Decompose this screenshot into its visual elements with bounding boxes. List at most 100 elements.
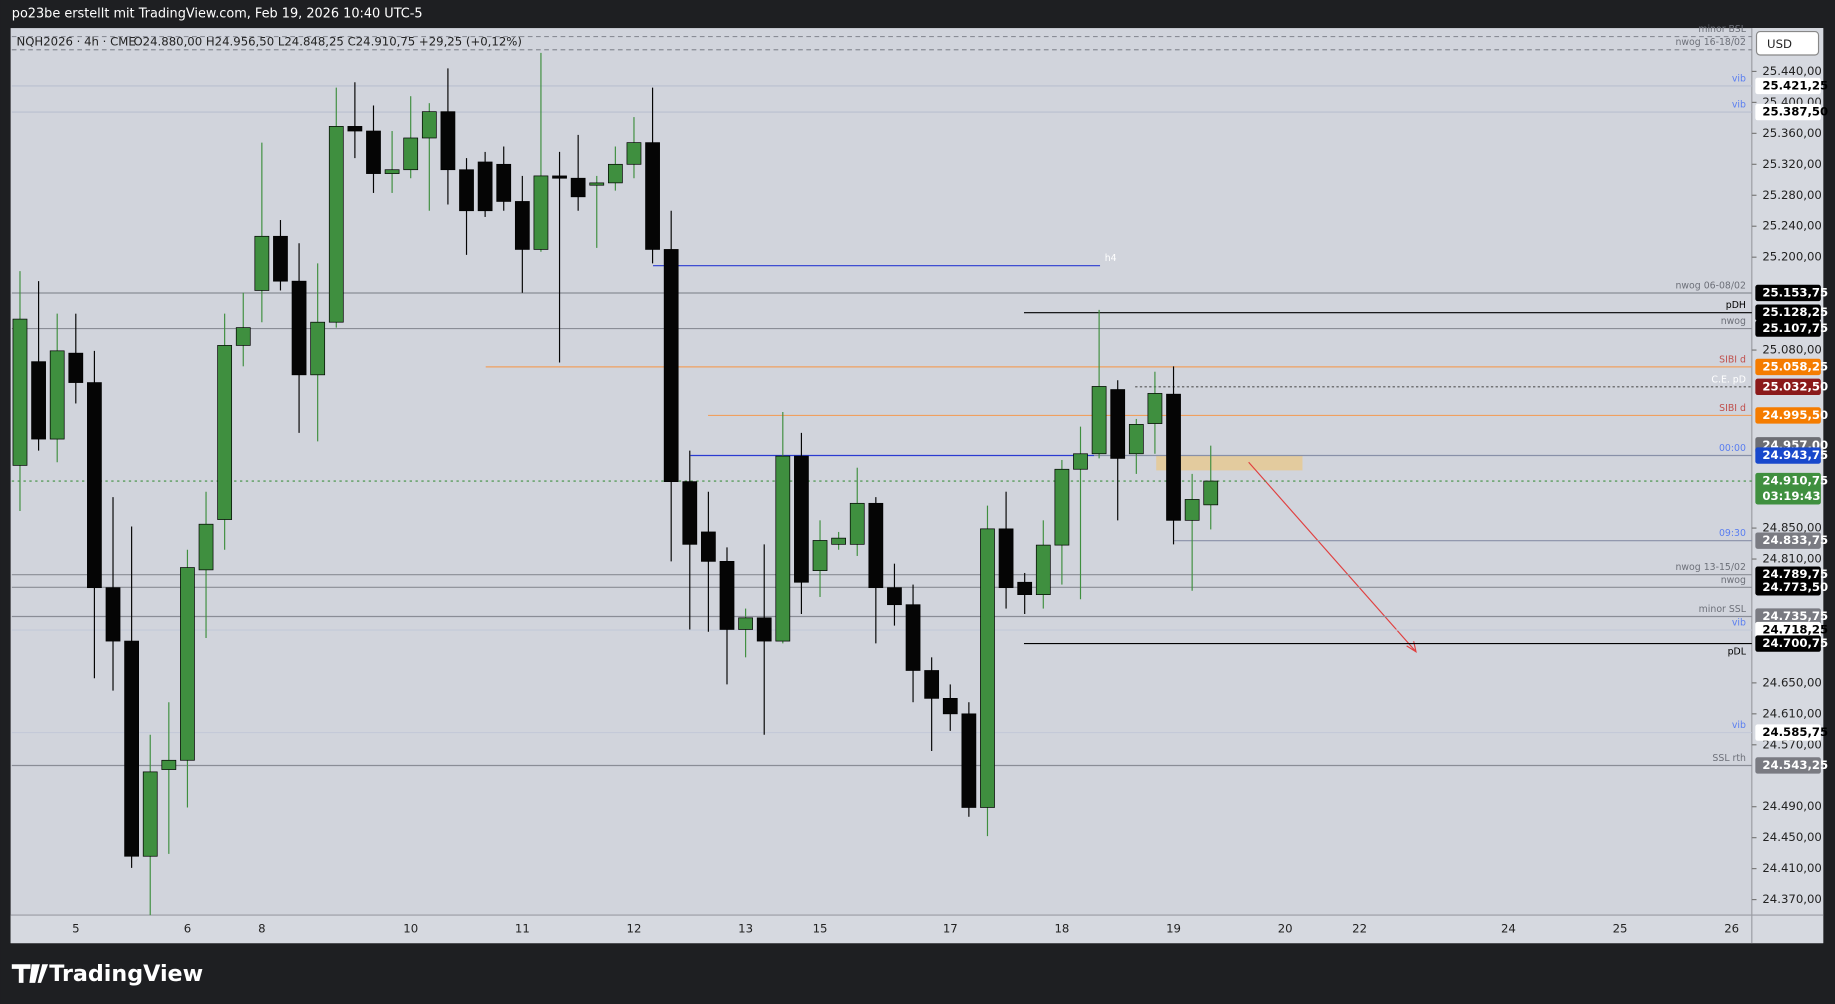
y-tick-label: 25.280,00 xyxy=(1762,188,1821,202)
candle-body xyxy=(421,111,437,139)
candle-body xyxy=(440,111,456,171)
countdown: 03:19:43 xyxy=(1762,489,1820,503)
candle-body xyxy=(682,481,698,545)
candle-body xyxy=(496,163,512,202)
candle-body xyxy=(49,350,65,440)
level-label: SSL rth xyxy=(1712,753,1746,764)
x-tick-label: 8 xyxy=(258,922,265,936)
candle-body xyxy=(645,142,660,250)
level-label: nwog xyxy=(1721,575,1746,586)
y-tick-label: 24.610,00 xyxy=(1762,706,1821,720)
x-tick-label: 6 xyxy=(184,922,191,936)
candle-body xyxy=(1073,453,1088,470)
price-box xyxy=(1755,320,1821,337)
price-box xyxy=(1755,103,1821,121)
currency-button[interactable] xyxy=(1755,31,1820,56)
price-box xyxy=(1755,608,1821,625)
y-tick-label: 25.440,00 xyxy=(1762,64,1821,78)
candle-body xyxy=(514,201,530,250)
y-tick-label: 24.810,00 xyxy=(1762,552,1821,566)
candle-body xyxy=(1147,393,1163,424)
price-box xyxy=(1755,566,1821,583)
candle-body xyxy=(794,455,809,583)
candle-body xyxy=(217,345,233,520)
candle-body xyxy=(1017,581,1033,595)
projection-arrow xyxy=(1248,461,1417,653)
candle-body xyxy=(142,771,158,857)
candle-body xyxy=(1035,544,1051,595)
candle-body xyxy=(607,163,623,184)
price-box-label: 24.943,75 xyxy=(1762,448,1828,462)
price-box-label: 24.789,75 xyxy=(1762,567,1828,581)
x-tick-label: 18 xyxy=(1054,922,1069,936)
candle-body xyxy=(589,182,605,186)
price-box-label: 25.128,25 xyxy=(1762,305,1828,319)
y-tick-label: 24.850,00 xyxy=(1762,521,1821,535)
candle-body xyxy=(347,126,363,132)
candle-body xyxy=(1054,468,1070,546)
price-box-label: 25.107,75 xyxy=(1762,321,1828,335)
level-label: C.E. pD xyxy=(1711,374,1746,385)
level-label: 00:00 xyxy=(1719,443,1746,454)
candle-body xyxy=(310,321,326,376)
price-box xyxy=(1755,532,1821,549)
y-tick-label: 24.490,00 xyxy=(1762,799,1821,813)
y-tick-label: 25.080,00 xyxy=(1762,343,1821,357)
x-tick-label: 26 xyxy=(1724,922,1739,936)
x-tick-label: 25 xyxy=(1613,922,1628,936)
y-tick-label: 24.450,00 xyxy=(1762,830,1821,844)
candle-body xyxy=(105,587,121,642)
x-tick-label: 20 xyxy=(1278,922,1293,936)
candle-body xyxy=(1184,499,1200,521)
level-label: minor SSL xyxy=(1699,604,1747,615)
candle-body xyxy=(812,540,828,571)
candle-body xyxy=(775,455,791,642)
price-box-label: 24.585,75 xyxy=(1762,725,1828,739)
candle-body xyxy=(961,713,977,808)
candle-body xyxy=(1110,389,1126,459)
x-tick-label: 12 xyxy=(627,922,642,936)
candle-body xyxy=(180,567,195,761)
price-box-label: 24.735,75 xyxy=(1762,609,1828,623)
x-tick-label: 22 xyxy=(1352,922,1367,936)
level-label: vib xyxy=(1732,720,1746,731)
last-price-label: 24.910,75 xyxy=(1762,474,1828,488)
price-box xyxy=(1755,304,1821,321)
logo-mark xyxy=(11,964,49,983)
candle-body xyxy=(254,235,270,291)
symbol: NQH2026 · 4h · CME xyxy=(16,35,135,49)
y-tick-label: 25.240,00 xyxy=(1762,219,1821,233)
candle-body xyxy=(905,604,921,671)
x-tick-label: 10 xyxy=(403,922,418,936)
candle-body xyxy=(831,537,847,545)
candle-body xyxy=(124,640,139,857)
price-box-label: 25.058,25 xyxy=(1762,359,1828,373)
header-title: po23be erstellt mit TradingView.com, Feb… xyxy=(12,7,423,22)
candle-body xyxy=(738,617,753,630)
candle-body xyxy=(235,327,251,346)
level-label: SIBI d xyxy=(1719,354,1746,365)
brand: TradingView xyxy=(49,961,203,987)
chart-pane xyxy=(10,28,1824,944)
level-label: vib xyxy=(1732,73,1746,84)
price-box xyxy=(1755,724,1821,741)
x-tick-label: 11 xyxy=(515,922,530,936)
y-tick-label: 25.360,00 xyxy=(1762,126,1821,140)
candle-body xyxy=(291,280,307,376)
currency[interactable]: USD xyxy=(1767,37,1792,51)
candle-body xyxy=(924,670,940,699)
candle-body xyxy=(273,235,288,282)
candle-body xyxy=(161,759,177,770)
level-label: nwog 06-08/02 xyxy=(1675,280,1746,291)
candle-body xyxy=(998,528,1014,589)
price-box xyxy=(1755,358,1821,376)
candle-body xyxy=(87,382,102,589)
candle-body xyxy=(570,177,586,198)
level-label: 09:30 xyxy=(1719,528,1746,539)
candle-body xyxy=(849,502,865,545)
level-label: pDH xyxy=(1726,300,1746,311)
candle-body xyxy=(403,137,419,171)
candle-body xyxy=(31,361,46,440)
x-tick-label: 5 xyxy=(72,922,79,936)
price-box-label: 24.700,75 xyxy=(1762,636,1828,650)
